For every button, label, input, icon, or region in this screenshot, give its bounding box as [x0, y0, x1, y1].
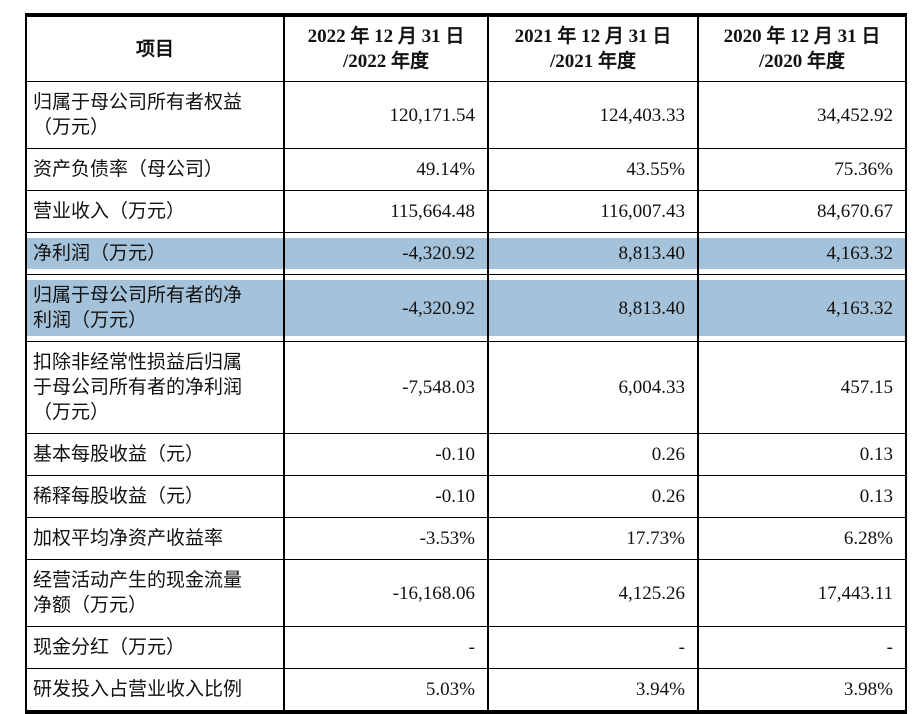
table-header: 项目 2022 年 12 月 31 日 /2022 年度 2021 年 12 月… [25, 14, 907, 82]
value-cell: 34,452.92 [697, 81, 907, 149]
table-row: 加权平均净资产收益率 -3.53% 17.73% 6.28% [25, 517, 907, 560]
table-row: 现金分红（万元） - - - [25, 626, 907, 669]
header-row: 项目 2022 年 12 月 31 日 /2022 年度 2021 年 12 月… [25, 14, 907, 82]
value-cell: 8,813.40 [487, 274, 699, 342]
row-label-cell: 资产负债率（母公司） [25, 148, 285, 191]
row-label-cell: 现金分红（万元） [25, 626, 285, 669]
value-cell: 4,163.32 [697, 274, 907, 342]
row-label-cell: 扣除非经常性损益后归属 于母公司所有者的净利润 （万元） [25, 341, 285, 434]
value-cell: 116,007.43 [487, 190, 699, 233]
table-row: 经营活动产生的现金流量 净额（万元） -16,168.06 4,125.26 1… [25, 559, 907, 627]
row-label-cell: 加权平均净资产收益率 [25, 517, 285, 560]
row-label-cell: 稀释每股收益（元） [25, 475, 285, 518]
row-label-cell: 经营活动产生的现金流量 净额（万元） [25, 559, 285, 627]
value-cell: 43.55% [487, 148, 699, 191]
header-item-cell: 项目 [25, 14, 285, 82]
table-body: 归属于母公司所有者权益 （万元） 120,171.54 124,403.33 3… [25, 81, 907, 713]
value-cell: 49.14% [283, 148, 489, 191]
value-cell: 3.94% [487, 668, 699, 713]
row-label-cell: 归属于母公司所有者的净 利润（万元） [25, 274, 285, 342]
value-cell: 17,443.11 [697, 559, 907, 627]
row-label-cell: 研发投入占营业收入比例 [25, 668, 285, 713]
value-cell: -0.10 [283, 433, 489, 476]
table-row: 净利润（万元） -4,320.92 8,813.40 4,163.32 [25, 232, 907, 275]
table-row: 归属于母公司所有者权益 （万元） 120,171.54 124,403.33 3… [25, 81, 907, 149]
financial-summary-table: 项目 2022 年 12 月 31 日 /2022 年度 2021 年 12 月… [25, 13, 907, 714]
header-period-2022-cell: 2022 年 12 月 31 日 /2022 年度 [283, 14, 489, 82]
table-row: 研发投入占营业收入比例 5.03% 3.94% 3.98% [25, 668, 907, 713]
row-label-cell: 基本每股收益（元） [25, 433, 285, 476]
value-cell: 0.26 [487, 433, 699, 476]
value-cell: -4,320.92 [283, 274, 489, 342]
value-cell: -0.10 [283, 475, 489, 518]
table-row: 资产负债率（母公司） 49.14% 43.55% 75.36% [25, 148, 907, 191]
value-cell: - [283, 626, 489, 669]
value-cell: -4,320.92 [283, 232, 489, 275]
value-cell: 3.98% [697, 668, 907, 713]
value-cell: -16,168.06 [283, 559, 489, 627]
value-cell: 6,004.33 [487, 341, 699, 434]
row-label-cell: 归属于母公司所有者权益 （万元） [25, 81, 285, 149]
value-cell: 115,664.48 [283, 190, 489, 233]
value-cell: 8,813.40 [487, 232, 699, 275]
header-period-2020-cell: 2020 年 12 月 31 日 /2020 年度 [697, 14, 907, 82]
header-period-2021-cell: 2021 年 12 月 31 日 /2021 年度 [487, 14, 699, 82]
value-cell: 0.26 [487, 475, 699, 518]
value-cell: 17.73% [487, 517, 699, 560]
document-page: 项目 2022 年 12 月 31 日 /2022 年度 2021 年 12 月… [25, 13, 907, 714]
value-cell: - [697, 626, 907, 669]
value-cell: 75.36% [697, 148, 907, 191]
value-cell: 120,171.54 [283, 81, 489, 149]
table-row: 营业收入（万元） 115,664.48 116,007.43 84,670.67 [25, 190, 907, 233]
value-cell: -3.53% [283, 517, 489, 560]
row-label-cell: 营业收入（万元） [25, 190, 285, 233]
value-cell: 0.13 [697, 475, 907, 518]
value-cell: 4,163.32 [697, 232, 907, 275]
value-cell: 84,670.67 [697, 190, 907, 233]
value-cell: - [487, 626, 699, 669]
table-row: 稀释每股收益（元） -0.10 0.26 0.13 [25, 475, 907, 518]
value-cell: 5.03% [283, 668, 489, 713]
table-row: 归属于母公司所有者的净 利润（万元） -4,320.92 8,813.40 4,… [25, 274, 907, 342]
value-cell: -7,548.03 [283, 341, 489, 434]
row-label-cell: 净利润（万元） [25, 232, 285, 275]
table-row: 扣除非经常性损益后归属 于母公司所有者的净利润 （万元） -7,548.03 6… [25, 341, 907, 434]
value-cell: 4,125.26 [487, 559, 699, 627]
value-cell: 457.15 [697, 341, 907, 434]
table-row: 基本每股收益（元） -0.10 0.26 0.13 [25, 433, 907, 476]
value-cell: 124,403.33 [487, 81, 699, 149]
value-cell: 6.28% [697, 517, 907, 560]
value-cell: 0.13 [697, 433, 907, 476]
